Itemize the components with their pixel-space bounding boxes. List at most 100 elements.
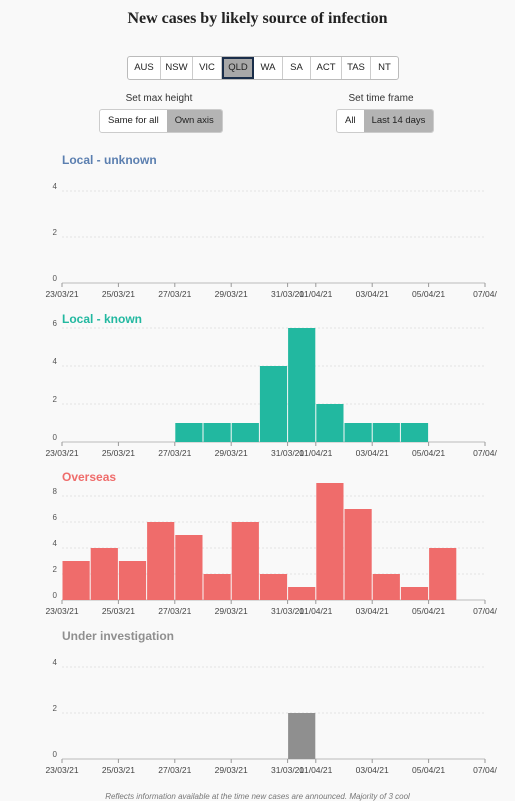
y-tick-label: 8 xyxy=(53,487,58,496)
bar-04-04-21 xyxy=(429,548,457,600)
x-tick-label: 31/03/21 xyxy=(271,289,304,299)
y-tick-label: 4 xyxy=(53,658,58,667)
x-tick-label: 01/04/21 xyxy=(299,289,332,299)
bar-30-03-21 xyxy=(288,587,316,600)
x-tick-label: 27/03/21 xyxy=(158,765,191,775)
x-tick-label: 27/03/21 xyxy=(158,289,191,299)
max-height-option-same-for-all[interactable]: Same for all xyxy=(108,115,159,126)
x-tick-label: 23/03/21 xyxy=(45,448,78,458)
y-tick-label: 0 xyxy=(53,433,58,442)
bar-30-03-21 xyxy=(288,713,316,759)
bar-03-04-21 xyxy=(400,587,429,600)
bar-29-03-21 xyxy=(259,574,288,600)
x-tick-label: 05/04/21 xyxy=(412,765,445,775)
chart-under-investigation: 0 2 4 23/03/21 25/03/21 27/03/21 29/03/21 31/03… xyxy=(45,658,497,775)
state-selector: AUS NSW VIC QLD WA SA ACT TAS NT xyxy=(127,56,399,80)
y-tick-label: 4 xyxy=(53,357,58,366)
bar-31-03-21 xyxy=(316,404,344,442)
x-tick-label: 03/04/21 xyxy=(356,289,389,299)
bar-01-04-21 xyxy=(344,509,372,600)
bar-22-03-21 xyxy=(62,561,90,600)
bar-31-03-21 xyxy=(316,483,344,600)
y-tick-label: 0 xyxy=(53,591,58,600)
state-button-vic[interactable]: VIC xyxy=(193,57,222,79)
bar-26-03-21 xyxy=(175,535,203,600)
y-tick-label: 2 xyxy=(53,228,58,237)
bar-02-04-21 xyxy=(372,423,400,442)
x-tick-label: 01/04/21 xyxy=(299,606,332,616)
state-button-act[interactable]: ACT xyxy=(311,57,342,79)
x-tick-label: 23/03/21 xyxy=(45,765,78,775)
x-tick-label: 03/04/21 xyxy=(356,448,389,458)
bar-27-03-21 xyxy=(203,423,231,442)
x-tick-label: 31/03/21 xyxy=(271,606,304,616)
state-button-nt[interactable]: NT xyxy=(378,62,391,73)
chart-local-known: 0 2 4 6 23/03/21 25/03/21 27/03/21 29/03/21 31/0… xyxy=(45,319,497,458)
x-tick-label: 05/04/21 xyxy=(412,448,445,458)
x-tick-label: 25/03/21 xyxy=(102,765,135,775)
x-tick-label: 31/03/21 xyxy=(271,765,304,775)
chart-title: New cases by likely source of infection xyxy=(127,10,388,27)
bar-27-03-21 xyxy=(203,574,231,600)
panel-title-local-known: Local - known xyxy=(62,312,143,326)
footnote: Reflects information available at the ti… xyxy=(105,792,410,801)
y-tick-label: 4 xyxy=(53,182,58,191)
x-tick-label: 29/03/21 xyxy=(215,606,248,616)
y-tick-label: 0 xyxy=(53,750,58,759)
x-tick-label: 25/03/21 xyxy=(102,289,135,299)
x-tick-label: 27/03/21 xyxy=(158,448,191,458)
time-frame-option-all[interactable]: All xyxy=(345,115,356,126)
bar-28-03-21 xyxy=(231,522,259,600)
x-tick-label: 25/03/21 xyxy=(102,606,135,616)
state-button-tas[interactable]: TAS xyxy=(342,57,371,79)
chart-local-unknown: 0 2 4 23/03/21 25/03/21 27/03/21 29/03/21 31/03… xyxy=(45,182,497,299)
panel-title-under-investigation: Under investigation xyxy=(62,629,175,643)
state-button-wa[interactable]: WA xyxy=(254,57,283,79)
x-tick-label: 29/03/21 xyxy=(215,448,248,458)
y-tick-label: 0 xyxy=(53,274,58,283)
bar-28-03-21 xyxy=(231,423,259,442)
x-tick-label: 01/04/21 xyxy=(299,765,332,775)
bar-02-04-21 xyxy=(372,574,400,600)
x-tick-label: 07/04/ xyxy=(473,606,497,616)
chart-overseas: 0 2 4 6 8 23/03/21 25/03/21 27/03/21 29/03/21 31/… xyxy=(45,483,497,616)
time-frame-toggle: All Last 14 days xyxy=(336,109,435,133)
x-tick-label: 07/04/ xyxy=(473,765,497,775)
x-tick-label: 23/03/21 xyxy=(45,289,78,299)
x-tick-label: 03/04/21 xyxy=(356,765,389,775)
max-height-toggle: Same for all Own axis xyxy=(99,109,223,133)
x-tick-label: 01/04/21 xyxy=(299,448,332,458)
bar-29-03-21 xyxy=(259,366,288,442)
x-tick-label: 23/03/21 xyxy=(45,606,78,616)
y-tick-label: 6 xyxy=(53,319,58,328)
x-tick-label: 29/03/21 xyxy=(215,765,248,775)
y-tick-label: 6 xyxy=(53,513,58,522)
time-frame-label: Set time frame xyxy=(348,93,414,104)
bar-03-04-21 xyxy=(400,423,429,442)
bar-26-03-21 xyxy=(175,423,203,442)
panel-title-local-unknown: Local - unknown xyxy=(62,153,157,167)
max-height-label: Set max height xyxy=(125,93,193,104)
x-tick-label: 07/04/ xyxy=(473,289,497,299)
time-frame-option-last-14-days[interactable]: Last 14 days xyxy=(363,110,434,132)
x-tick-label: 03/04/21 xyxy=(356,606,389,616)
y-tick-label: 2 xyxy=(53,565,58,574)
x-tick-label: 31/03/21 xyxy=(271,448,304,458)
max-height-option-own-axis[interactable]: Own axis xyxy=(166,110,222,132)
state-button-aus[interactable]: AUS xyxy=(128,57,161,79)
state-button-sa[interactable]: SA xyxy=(283,57,311,79)
state-button-nsw[interactable]: NSW xyxy=(161,57,193,79)
state-button-qld[interactable]: QLD xyxy=(222,57,254,79)
bar-24-03-21 xyxy=(118,561,147,600)
panel-title-overseas: Overseas xyxy=(62,470,117,484)
y-tick-label: 2 xyxy=(53,704,58,713)
x-tick-label: 05/04/21 xyxy=(412,606,445,616)
x-tick-label: 29/03/21 xyxy=(215,289,248,299)
y-tick-label: 4 xyxy=(53,539,58,548)
x-tick-label: 25/03/21 xyxy=(102,448,135,458)
bar-25-03-21 xyxy=(147,522,175,600)
bar-30-03-21 xyxy=(288,328,316,442)
bar-23-03-21 xyxy=(90,548,118,600)
x-tick-label: 27/03/21 xyxy=(158,606,191,616)
x-tick-label: 07/04/ xyxy=(473,448,497,458)
